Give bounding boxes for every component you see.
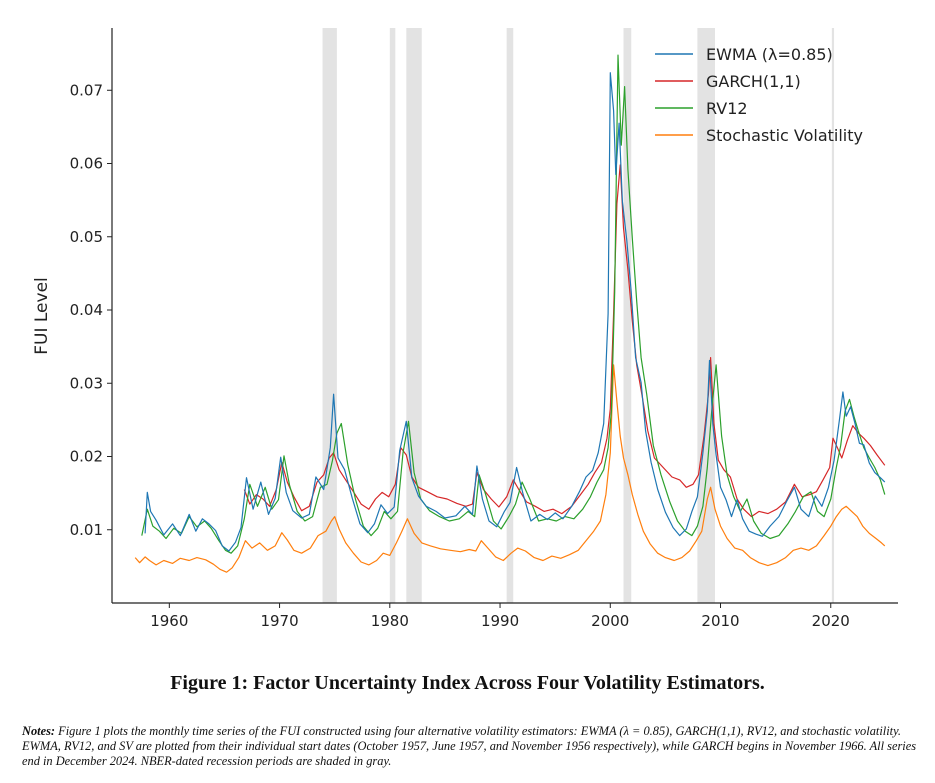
x-tick-label-1: 1970 bbox=[260, 612, 298, 630]
recession-band-3 bbox=[506, 28, 514, 603]
y-tick-label-0: 0.01 bbox=[70, 521, 103, 539]
series-line-2 bbox=[141, 54, 886, 554]
x-tick-label-2: 1980 bbox=[371, 612, 409, 630]
figure-caption: Figure 1: Factor Uncertainty Index Acros… bbox=[170, 672, 765, 694]
y-tick-label-4: 0.05 bbox=[70, 228, 103, 246]
notes-text: Figure 1 plots the monthly time series o… bbox=[22, 724, 917, 768]
x-tick-label-3: 1990 bbox=[481, 612, 519, 630]
series-lines bbox=[134, 54, 886, 573]
series-line-0 bbox=[144, 72, 886, 552]
legend-label-2: RV12 bbox=[706, 99, 748, 118]
y-tick-label-5: 0.06 bbox=[70, 155, 103, 173]
recession-band-2 bbox=[406, 28, 422, 603]
legend-label-0: EWMA (λ=0.85) bbox=[706, 45, 833, 64]
recession-band-0 bbox=[322, 28, 337, 603]
y-tick-label-6: 0.07 bbox=[70, 81, 103, 99]
x-tick-label-6: 2020 bbox=[812, 612, 850, 630]
legend: EWMA (λ=0.85) GARCH(1,1) RV12 Stochastic Vo… bbox=[655, 45, 863, 145]
y-tick-label-1: 0.02 bbox=[70, 448, 103, 466]
series-line-3 bbox=[134, 364, 886, 573]
recession-band-1 bbox=[389, 28, 396, 603]
figure-notes: Notes: Figure 1 plots the monthly time s… bbox=[22, 724, 922, 769]
recession-band-4 bbox=[623, 28, 632, 603]
notes-label: Notes: bbox=[22, 724, 56, 738]
chart: 1960 1970 1980 1990 2000 2010 2020 0.01 0.02 0.03… bbox=[32, 28, 898, 630]
series-line-1 bbox=[243, 164, 886, 518]
x-tick-label-4: 2000 bbox=[591, 612, 629, 630]
y-axis-label: FUI Level bbox=[32, 277, 52, 355]
recession-band-6 bbox=[831, 28, 835, 603]
legend-label-1: GARCH(1,1) bbox=[706, 72, 801, 91]
x-tick-label-0: 1960 bbox=[150, 612, 188, 630]
x-tick-label-5: 2010 bbox=[701, 612, 739, 630]
y-tick-label-2: 0.03 bbox=[70, 374, 103, 392]
ticks: 1960 1970 1980 1990 2000 2010 2020 0.01 0.02 0.03… bbox=[70, 81, 850, 630]
axes bbox=[111, 28, 898, 604]
recession-shading bbox=[322, 28, 835, 603]
legend-label-3: Stochastic Volatility bbox=[706, 126, 863, 145]
y-tick-label-3: 0.04 bbox=[70, 301, 103, 319]
